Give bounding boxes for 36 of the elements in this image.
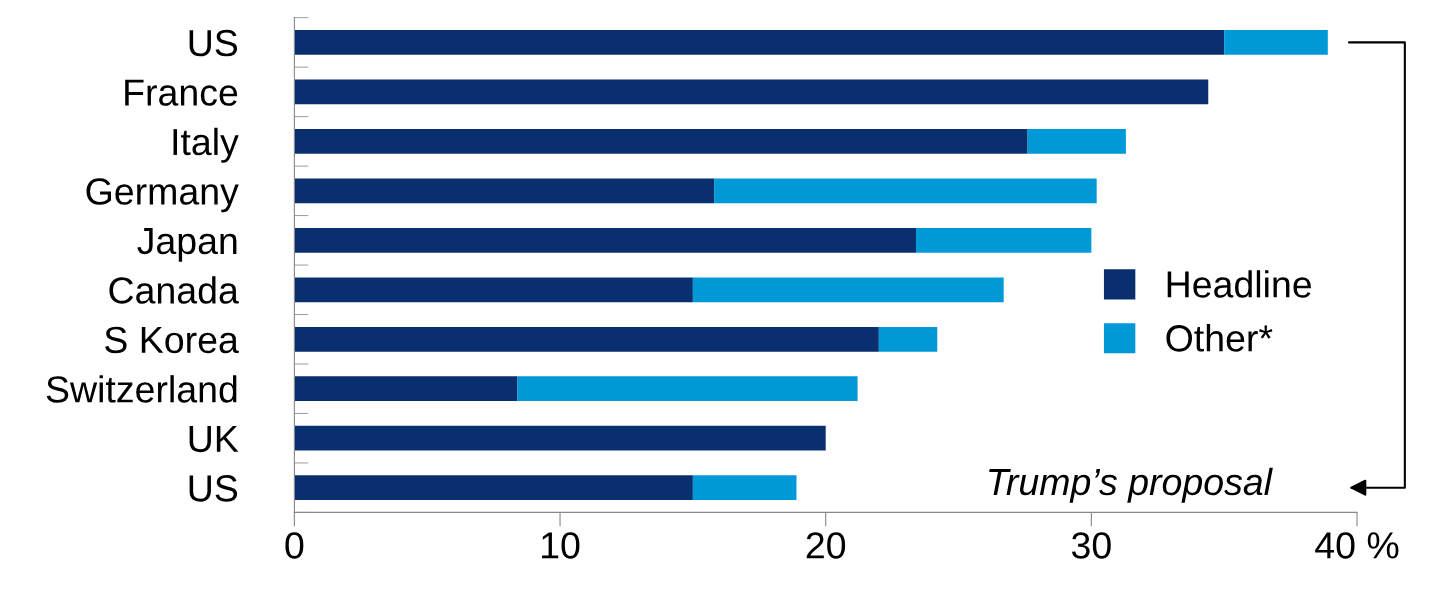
y-tick-label: US xyxy=(189,29,238,57)
x-tick-label: 10 xyxy=(542,532,580,559)
y-tick-label: US xyxy=(189,475,238,502)
x-tick-label: 30 xyxy=(1071,532,1111,559)
bar xyxy=(294,475,693,501)
x-tick-label: 40 % xyxy=(1315,532,1399,559)
bar xyxy=(294,425,826,451)
bar xyxy=(294,376,518,402)
y-tick-label: Switzerland xyxy=(46,375,237,403)
bar xyxy=(1027,128,1126,154)
y-tick-label: S Korea xyxy=(105,326,239,354)
bar xyxy=(1224,30,1328,55)
y-tick-label: Canada xyxy=(109,276,239,304)
bar xyxy=(294,30,1225,55)
legend-label: Headline xyxy=(1167,270,1311,298)
y-tick-label: France xyxy=(125,79,238,106)
y-tick-label: Italy xyxy=(173,127,239,163)
bar xyxy=(692,475,797,501)
bar xyxy=(878,326,938,352)
x-tick-label: 0 xyxy=(285,532,304,559)
bar xyxy=(294,128,1028,154)
y-tick-label: Germany xyxy=(86,178,239,213)
annotation: Trump’s proposal xyxy=(989,467,1273,503)
bar xyxy=(714,178,1097,204)
y-tick-label: Japan xyxy=(137,228,237,262)
x-tick-label: 20 xyxy=(806,532,846,559)
bar xyxy=(517,376,858,402)
legend-label: Other* xyxy=(1166,324,1273,352)
bar xyxy=(916,227,1092,253)
bar xyxy=(692,277,1004,303)
bar xyxy=(294,326,879,352)
bar xyxy=(294,277,693,303)
bar xyxy=(294,227,917,253)
y-tick-label: UK xyxy=(189,426,239,453)
bar xyxy=(294,178,715,204)
bar xyxy=(294,79,1209,105)
